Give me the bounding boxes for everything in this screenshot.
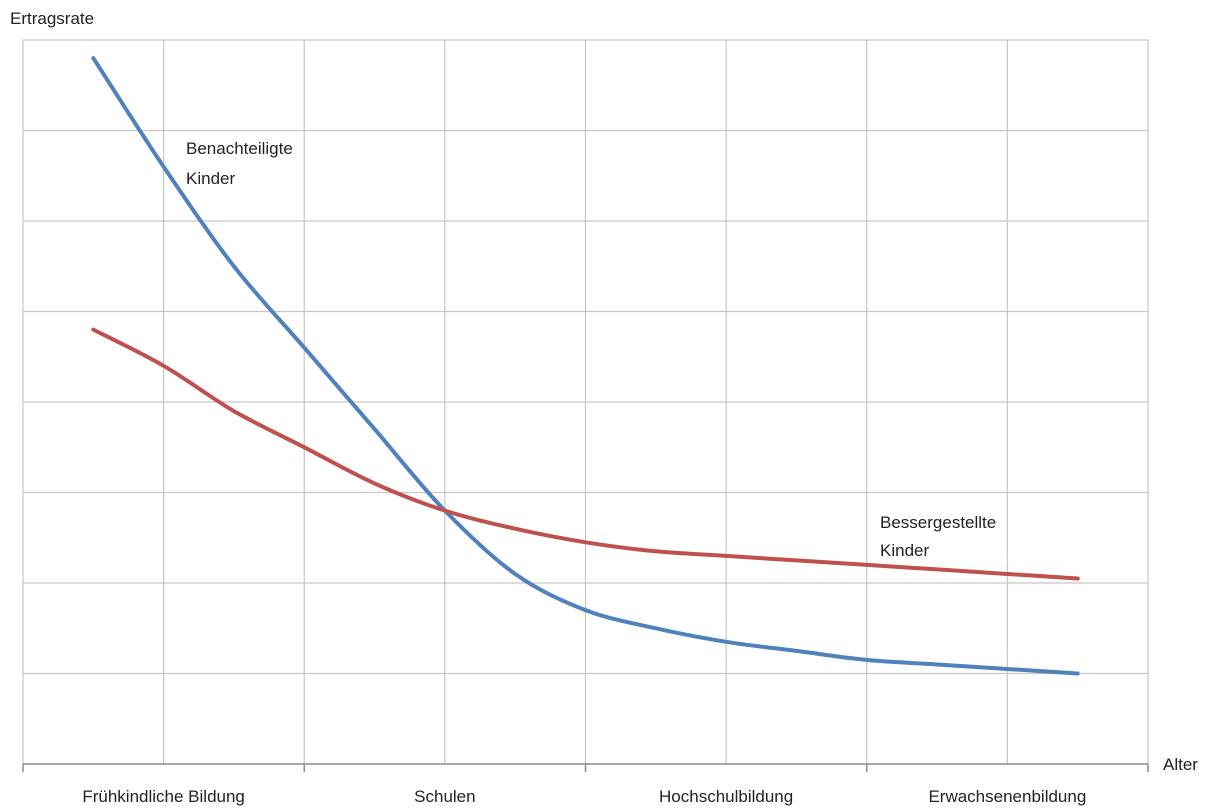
- series-annotation: Bessergestellte: [880, 513, 996, 532]
- labels: Ertragsrate Alter Frühkindliche Bildung …: [10, 9, 1198, 806]
- series-lines: [91, 56, 1080, 676]
- y-axis-label: Ertragsrate: [10, 9, 94, 28]
- grid: [22, 39, 1149, 764]
- x-category-label: Frühkindliche Bildung: [82, 787, 245, 806]
- x-category-label: Schulen: [414, 787, 475, 806]
- series-line-benachteiligte: [91, 56, 1080, 676]
- x-axis-label: Alter: [1163, 755, 1198, 774]
- series-line-bessergestellte: [91, 327, 1080, 581]
- axes: [22, 763, 1149, 772]
- series-annotation: Benachteiligte: [186, 139, 293, 158]
- x-category-label: Hochschulbildung: [659, 787, 793, 806]
- series-annotation: Kinder: [880, 541, 929, 560]
- x-category-label: Erwachsenenbildung: [928, 787, 1086, 806]
- series-annotation: Kinder: [186, 169, 235, 188]
